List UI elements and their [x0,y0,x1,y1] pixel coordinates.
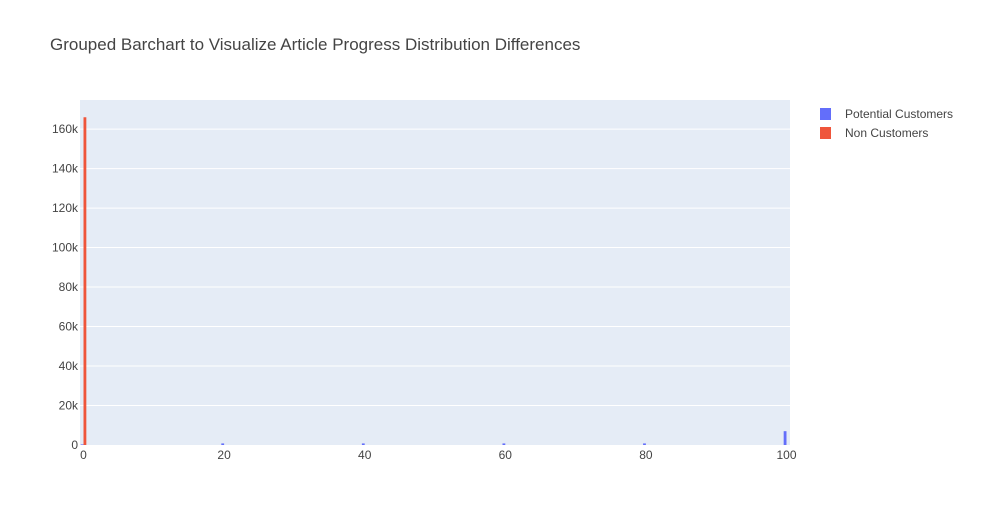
y-tick-label: 60k [59,320,79,334]
bar [83,117,87,445]
bar [502,443,506,445]
bars [80,117,787,445]
bar [221,443,225,445]
x-tick-label: 40 [358,448,372,462]
bar [643,443,646,445]
y-tick-label: 0 [71,438,78,452]
y-tick-label: 20k [59,399,79,413]
legend-label[interactable]: Potential Customers [845,107,953,121]
x-tick-label: 0 [80,448,87,462]
y-tick-label: 160k [52,122,79,136]
x-tick-label: 80 [639,448,653,462]
y-tick-label: 80k [59,280,79,294]
y-tick-label: 100k [52,241,79,255]
legend-swatch[interactable] [820,108,831,120]
x-tick-label: 100 [776,448,796,462]
x-tick-label: 60 [499,448,513,462]
bar [783,431,787,445]
bar [361,443,365,445]
y-axis-ticks: 0 20k 40k 60k 80k 100k 120k 140k 160k [52,122,79,452]
gridlines [80,128,790,407]
legend-label[interactable]: Non Customers [845,126,928,140]
chart-title: Grouped Barchart to Visualize Article Pr… [50,35,580,54]
plot-area [80,100,790,445]
y-tick-label: 140k [52,162,79,176]
bar [80,444,84,445]
x-axis-ticks: 0 20 40 60 80 100 [80,448,797,462]
x-tick-label: 20 [217,448,231,462]
legend-swatch[interactable] [820,127,831,139]
y-tick-label: 40k [59,359,79,373]
y-tick-label: 120k [52,201,79,215]
legend[interactable]: Potential Customers Non Customers [820,107,953,140]
